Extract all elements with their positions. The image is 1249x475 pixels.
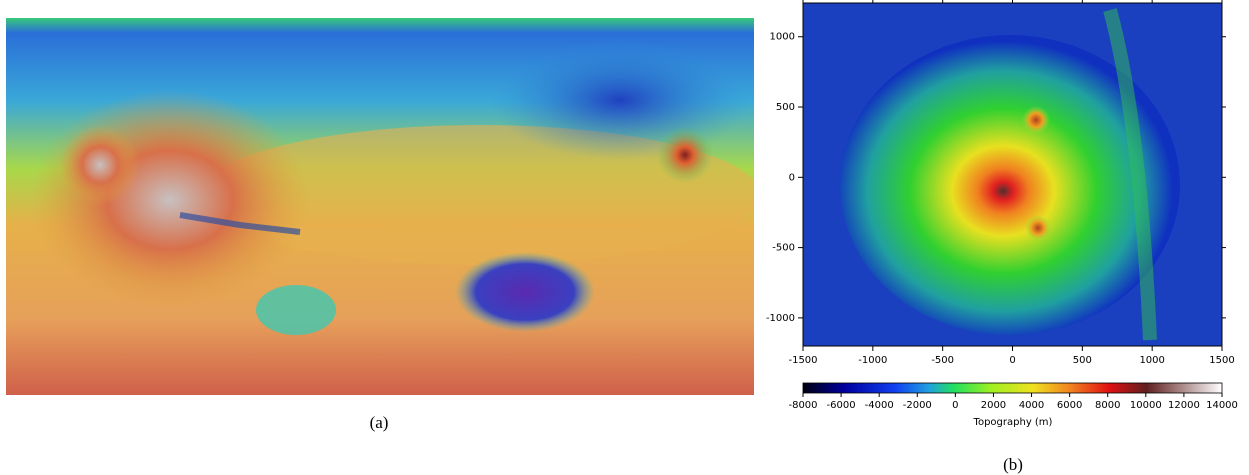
colorbar-tick-label: -2000 — [903, 400, 932, 411]
y-tick-label: -1000 — [766, 313, 795, 324]
colorbar-label: Topography (m) — [973, 417, 1053, 428]
y-tick-label: -500 — [772, 243, 795, 254]
x-tick-label: 0 — [1009, 355, 1015, 366]
panel-label: (b) — [1003, 455, 1023, 474]
figure: (a) (b) Topography (m) -1500 -1000 -500 0 50… — [0, 0, 1249, 475]
colorbar-tick-label: 2000 — [981, 400, 1006, 411]
x-tick-label: 1500 — [1209, 355, 1234, 366]
colorbar-tick-label: -4000 — [865, 400, 894, 411]
colorbar-tick-label: 14000 — [1206, 400, 1238, 411]
colorbar-tick-label: 8000 — [1095, 400, 1120, 411]
regional-map — [803, 3, 1222, 346]
colorbar-tick-label: 10000 — [1130, 400, 1162, 411]
colorbar-tick-label: 0 — [952, 400, 958, 411]
colorbar-tick-label: 6000 — [1057, 400, 1082, 411]
x-tick-label: -1000 — [858, 355, 887, 366]
x-tick-label: -1500 — [788, 355, 817, 366]
y-tick-label: 500 — [776, 102, 795, 113]
colorbar-tick-label: -6000 — [827, 400, 856, 411]
y-tick-label: 1000 — [770, 32, 795, 43]
colorbar-tick-label: 12000 — [1168, 400, 1200, 411]
global-map — [6, 18, 760, 395]
colorbar — [803, 383, 1222, 393]
y-tick-label: 0 — [789, 172, 795, 183]
x-tick-label: -500 — [931, 355, 954, 366]
x-tick-label: 1000 — [1139, 355, 1164, 366]
colorbar-tick-label: -8000 — [788, 400, 817, 411]
colorbar-tick-label: 4000 — [1019, 400, 1044, 411]
x-tick-label: 500 — [1073, 355, 1092, 366]
panel-label: (a) — [370, 413, 389, 432]
